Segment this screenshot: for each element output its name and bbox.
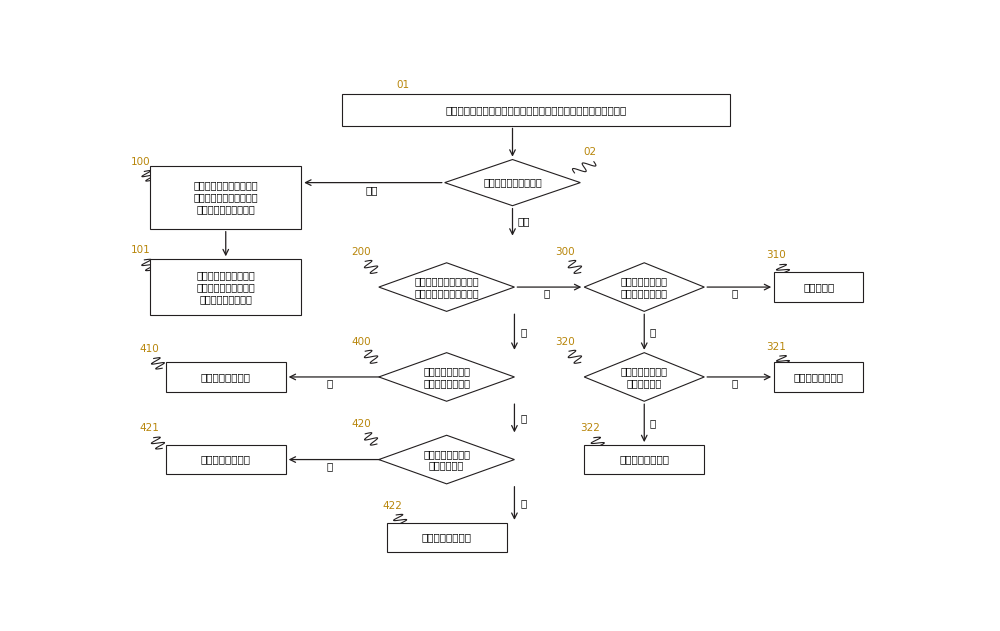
Text: 321: 321 — [766, 342, 786, 351]
Text: 判断车速是否大于
预设第二车速阈值: 判断车速是否大于 预设第二车速阈值 — [423, 366, 470, 388]
Text: 进入一级制动状态: 进入一级制动状态 — [794, 372, 844, 382]
Polygon shape — [379, 353, 514, 401]
Text: 310: 310 — [766, 251, 786, 261]
Text: 322: 322 — [580, 423, 600, 433]
Text: 400: 400 — [352, 337, 371, 347]
Text: 是: 是 — [520, 413, 526, 423]
Text: 02: 02 — [583, 148, 597, 157]
Text: 判断油门踏板压力变化: 判断油门踏板压力变化 — [483, 177, 542, 187]
FancyBboxPatch shape — [342, 94, 730, 126]
Text: 否: 否 — [326, 461, 333, 471]
Text: 当油门踏板压力值在预
设时间阈值内维持不变
时，解除限位制动；: 当油门踏板压力值在预 设时间阈值内维持不变 时，解除限位制动； — [196, 271, 255, 304]
Polygon shape — [584, 262, 704, 311]
FancyBboxPatch shape — [774, 362, 863, 391]
Text: 100: 100 — [131, 157, 150, 167]
Text: 增大: 增大 — [365, 185, 378, 195]
Text: 减小: 减小 — [518, 216, 530, 227]
Text: 否: 否 — [731, 378, 737, 388]
Text: 410: 410 — [140, 344, 160, 354]
Polygon shape — [379, 262, 514, 311]
Text: 101: 101 — [131, 245, 150, 256]
Text: 是: 是 — [650, 418, 656, 428]
Text: 判断制动踏板的开
度是否大于零: 判断制动踏板的开 度是否大于零 — [423, 449, 470, 470]
Text: 判断车速是否大于
预设第一车速阈值: 判断车速是否大于 预设第一车速阈值 — [621, 276, 668, 298]
Text: 200: 200 — [352, 247, 371, 257]
Text: 进入三级制动状态: 进入三级制动状态 — [201, 454, 251, 464]
Polygon shape — [584, 353, 704, 401]
Text: 判断油门气缸收缩速率是
否大于第二收缩速率阈值: 判断油门气缸收缩速率是 否大于第二收缩速率阈值 — [414, 276, 479, 298]
FancyBboxPatch shape — [166, 445, 286, 474]
Text: 维持二级制动状态: 维持二级制动状态 — [201, 372, 251, 382]
Text: 否: 否 — [731, 288, 737, 298]
Text: 获取电动汽车的当前车速、油门踏板压力变化、油门气缸收缩速率: 获取电动汽车的当前车速、油门踏板压力变化、油门气缸收缩速率 — [445, 105, 626, 115]
Text: 否: 否 — [544, 288, 550, 298]
Polygon shape — [379, 435, 514, 484]
FancyBboxPatch shape — [150, 165, 301, 229]
Text: 01: 01 — [396, 80, 409, 90]
Text: 进入四级制动状态: 进入四级制动状态 — [422, 533, 472, 542]
Text: 420: 420 — [352, 420, 371, 430]
Text: 进入二级制动状态: 进入二级制动状态 — [619, 454, 669, 464]
FancyBboxPatch shape — [166, 362, 286, 391]
FancyBboxPatch shape — [774, 273, 863, 302]
Text: 是: 是 — [520, 327, 526, 337]
Text: 不进行制动: 不进行制动 — [803, 282, 834, 292]
Text: 判断制动踏板的开
度是否大于零: 判断制动踏板的开 度是否大于零 — [621, 366, 668, 388]
FancyBboxPatch shape — [150, 259, 301, 315]
Polygon shape — [445, 160, 580, 206]
Text: 否: 否 — [326, 378, 333, 388]
Text: 是: 是 — [520, 498, 526, 509]
Text: 油门气缸收缩速率大于第
一收缩速率阈值时，电动
汽车进入限位制动状态: 油门气缸收缩速率大于第 一收缩速率阈值时，电动 汽车进入限位制动状态 — [193, 180, 258, 214]
FancyBboxPatch shape — [387, 522, 507, 552]
Text: 300: 300 — [555, 247, 575, 257]
FancyBboxPatch shape — [584, 445, 704, 474]
Text: 421: 421 — [140, 423, 160, 433]
Text: 320: 320 — [555, 337, 575, 347]
Text: 422: 422 — [382, 500, 402, 510]
Text: 是: 是 — [650, 327, 656, 337]
